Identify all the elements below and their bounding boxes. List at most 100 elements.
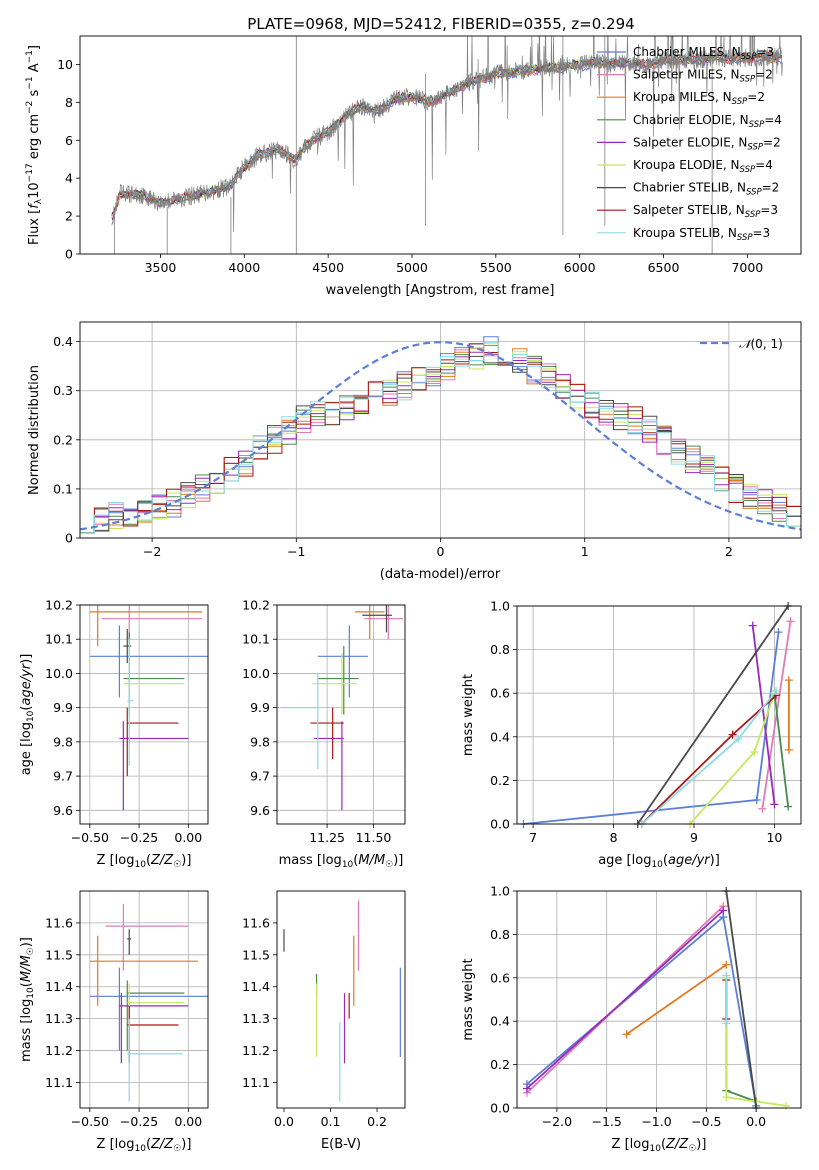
series-marker [782,1101,791,1110]
y-axis-label: Normed distribution [27,365,42,495]
y-tick-label: 9.9 [53,700,73,715]
y-tick-label: 11.1 [242,1075,270,1090]
y-tick-label: 10.1 [45,632,73,647]
figure-title: PLATE=0968, MJD=52412, FIBERID=0355, z=0… [247,15,634,33]
y-tick-label: 8 [65,95,73,110]
x-axis-label: Z [log10(Z/Z☉)] [97,853,192,870]
legend-entry: Kroupa MILES, NSSP=2 [633,90,765,107]
series-marker [722,971,731,980]
x-tick-label: 7000 [731,260,763,275]
y-tick-label: 2 [65,209,73,224]
y-tick-label: 11.1 [45,1075,73,1090]
y-tick-label: 0.4 [490,729,510,744]
x-tick-label: 3500 [145,260,177,275]
plot-area [111,36,783,254]
y-axis-label: Flux [fλ10−17 erg cm−2 s−1 A−1] [25,45,44,245]
y-tick-label: 11.2 [45,1043,73,1058]
x-tick-label: 11.25 [309,830,345,845]
x-tick-label: 4500 [312,260,344,275]
x-tick-label: 9 [690,830,698,845]
axes-frame [79,604,209,825]
y-tick-label: 10 [57,57,73,72]
series-marker [719,906,728,915]
series-marker [722,1093,731,1102]
y-axis-label: mass [log10(M/M☉)] [19,937,36,1062]
series-marker [784,676,793,685]
series-line [526,915,758,1106]
series-marker [728,730,737,739]
y-tick-label: 0.8 [490,642,510,657]
panel-age-vs-Z: −0.50 −0.25 0.00 9.6 9.7 9.8 9.9 10.0 10.1 10.2 Z … [19,598,209,870]
y-tick-label: 9.6 [250,803,270,818]
legend-entry: Salpeter STELIB, NSSP=3 [633,203,778,220]
gaussian-curve [80,341,801,531]
y-tick-label: 11.4 [45,979,73,994]
axes-frame [276,604,406,825]
legend-entry: Chabrier STELIB, NSSP=2 [633,181,779,198]
axes-frame [276,890,406,1109]
x-tick-label: −2 [143,544,161,559]
x-tick-label: 11.50 [356,830,392,845]
x-tick-label: 2 [725,544,733,559]
x-tick-label: 0.00 [174,1114,202,1129]
series-line [751,625,776,805]
x-axis-label: age [log10(age/yr)] [598,853,720,870]
x-tick-label: −2.0 [542,1114,572,1129]
y-tick-label: 1.0 [490,599,510,614]
y-tick-label: 11.2 [242,1043,270,1058]
x-tick-label: 6500 [648,260,680,275]
series-marker [772,687,781,696]
x-tick-label: 8 [610,830,618,845]
y-tick-label: 10.0 [242,666,270,681]
series-line [725,890,758,1109]
y-tick-label: 9.6 [53,803,73,818]
y-tick-label: 9.8 [250,734,270,749]
legend-entry: Kroupa ELODIE, NSSP=4 [633,158,773,175]
series-marker [748,621,757,630]
y-tick-label: 11.6 [242,915,270,930]
histogram-step [80,341,801,534]
x-tick-label: −1.0 [641,1114,671,1129]
series-line [636,605,789,825]
x-tick-label: 10 [766,830,782,845]
legend-entry: Chabrier MILES, NSSP=3 [633,45,774,62]
axes-frame [79,321,802,539]
y-tick-label: 0.3 [53,383,73,398]
y-axis-label: mass weight [461,958,476,1040]
series-line [526,909,724,1090]
x-tick-label: 6000 [564,260,596,275]
series-marker [622,1030,631,1039]
series-marker [750,748,759,757]
series-marker [752,796,761,805]
y-tick-label: 0.4 [53,334,73,349]
axes-frame [79,890,209,1109]
y-tick-label: 1.0 [490,884,510,899]
plot-area [80,336,801,534]
legend-entry: Salpeter ELODIE, NSSP=2 [633,135,781,152]
plot-area [280,605,404,811]
y-tick-label: 9.8 [53,734,73,749]
x-tick-label: −0.25 [120,1114,158,1129]
x-tick-label: 1 [581,544,589,559]
x-tick-label: 0 [437,544,445,559]
x-axis-label: mass [log10(M/M☉)] [279,853,404,870]
plot-area [89,903,208,1102]
y-tick-label: 0.8 [490,927,510,942]
x-tick-label: 0.00 [174,830,202,845]
y-tick-label: 11.5 [242,947,270,962]
y-tick-label: 4 [65,171,73,186]
y-tick-label: 10.2 [242,598,270,613]
y-tick-label: 10.1 [242,632,270,647]
legend-entry: Chabrier ELODIE, NSSP=4 [633,113,782,130]
series-marker [784,802,793,811]
series-marker [784,745,793,754]
x-tick-label: 4000 [228,260,260,275]
x-axis-label: Z [log10(Z/Z☉)] [97,1137,192,1154]
x-tick-label: 0.0 [274,1114,294,1129]
x-tick-label: 7 [529,830,537,845]
legend: Chabrier MILES, NSSP=3 Salpeter MILES, NS… [597,45,782,243]
series-line [773,693,789,807]
y-axis-label: mass weight [461,674,476,756]
plot-area [89,605,208,811]
